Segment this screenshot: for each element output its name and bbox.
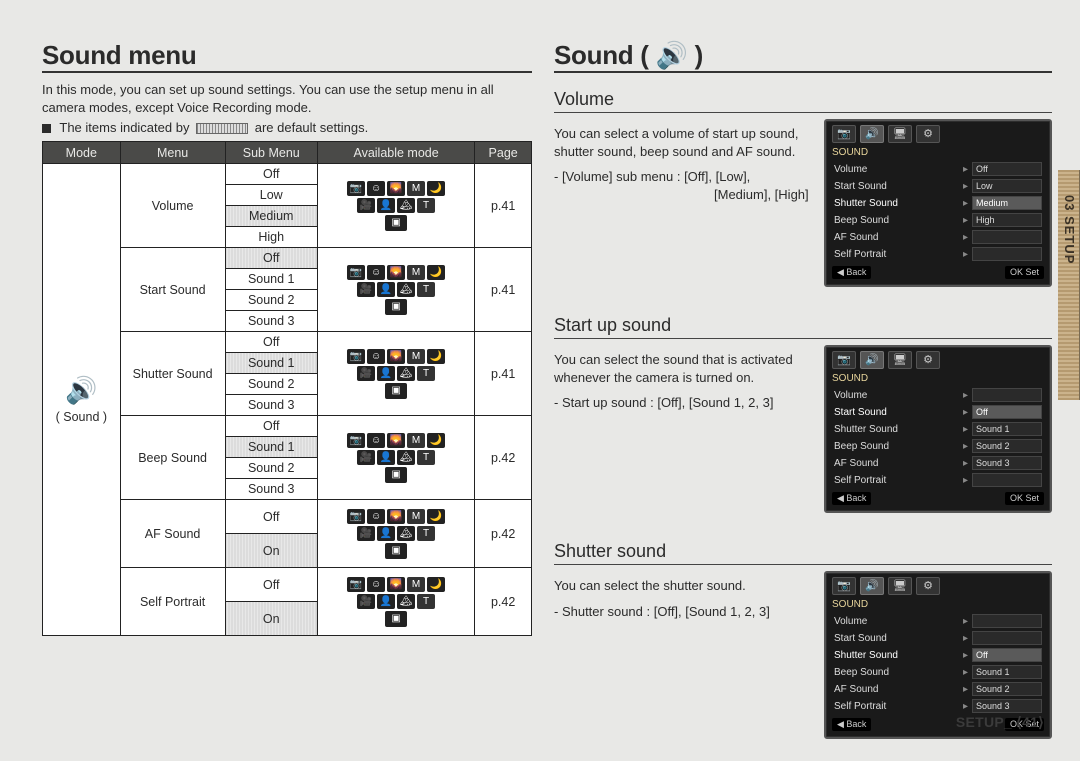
menu-af: AF Sound xyxy=(120,500,225,568)
right-title: Sound ( 🔊 ) xyxy=(554,40,1052,73)
menu-start: Start Sound xyxy=(120,248,225,332)
th-menu: Menu xyxy=(120,142,225,164)
startup-heading: Start up sound xyxy=(554,315,1052,339)
menu-self: Self Portrait xyxy=(120,568,225,636)
section-tab-label: 03 SETUP xyxy=(1062,195,1077,264)
page-footer: SETUP_ ⟨41⟩ xyxy=(956,714,1044,731)
th-sub: Sub Menu xyxy=(225,142,317,164)
th-avail: Available mode xyxy=(317,142,474,164)
default-pattern-swatch xyxy=(196,123,248,134)
camshot-startup: 📷🔊🖥⚙SOUNDVolume▸Start Sound▸OffShutter S… xyxy=(824,345,1052,513)
shutter-heading: Shutter sound xyxy=(554,541,1052,565)
bullet-icon xyxy=(42,124,51,133)
left-intro: In this mode, you can set up sound setti… xyxy=(42,81,532,116)
th-page: Page xyxy=(475,142,532,164)
speaker-icon: 🔊 xyxy=(65,375,97,406)
th-mode: Mode xyxy=(43,142,121,164)
menu-beep: Beep Sound xyxy=(120,416,225,500)
left-note: The items indicated by are default setti… xyxy=(42,120,532,135)
avail-volume: 📷☺🌄M🌙 🎥👤🏔T ▣ xyxy=(317,164,474,248)
left-title: Sound menu xyxy=(42,40,532,73)
sound-menu-table: Mode Menu Sub Menu Available mode Page 🔊… xyxy=(42,141,532,636)
mode-icon-strip: 📷☺🌄M🌙 xyxy=(320,180,472,197)
camshot-volume: 📷🔊🖥⚙SOUNDVolume▸OffStart Sound▸LowShutte… xyxy=(824,119,1052,287)
menu-volume: Volume xyxy=(120,164,225,248)
volume-heading: Volume xyxy=(554,89,1052,113)
menu-shutter: Shutter Sound xyxy=(120,332,225,416)
mode-cell: 🔊 ( Sound ) xyxy=(43,164,121,636)
